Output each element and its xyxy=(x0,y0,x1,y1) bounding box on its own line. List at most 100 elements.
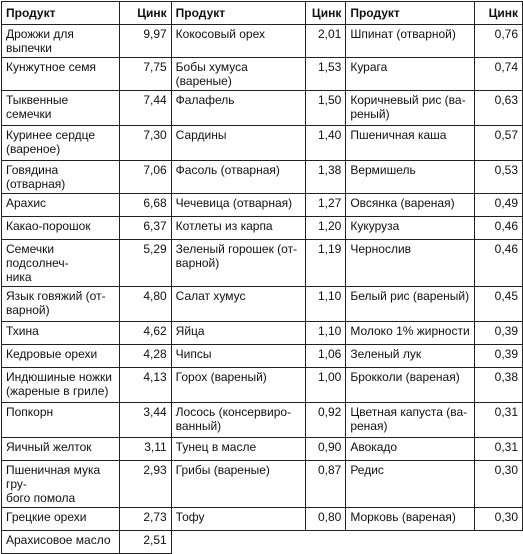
product-cell-2: Чипсы xyxy=(170,344,307,368)
product-cell-1: Дрожжи для выпечки xyxy=(1,24,120,58)
product-cell-2: Фасоль (отварная) xyxy=(170,160,307,194)
table-row: Попкорн 3,44 Лосось (консервиро-ванный) 0,9… xyxy=(1,402,523,438)
product-cell-3: Брокколи (вареная) xyxy=(345,367,476,403)
zinc-value-cell-1: 4,80 xyxy=(118,286,172,322)
zinc-value-cell-3: 0,63 xyxy=(474,90,523,126)
table-row: Куринее сердце (вареное) 7,30 Сардины 1,40 Пш… xyxy=(1,125,523,161)
product-cell-1: Яичный желток xyxy=(1,437,120,461)
table-row: Грецкие орехи 2,73 Тофу 0,80 Морковь (варена… xyxy=(1,507,523,531)
product-cell-2: Салат хумус xyxy=(170,286,307,322)
zinc-value-cell-1: 5,29 xyxy=(118,239,172,287)
zinc-value-cell-3: 0,74 xyxy=(474,57,523,91)
zinc-value-cell-1: 9,97 xyxy=(118,24,172,58)
product-cell-1: Куринее сердце (вареное) xyxy=(1,125,120,161)
product-cell-3: Чернослив xyxy=(345,239,476,287)
product-cell-3: Редис xyxy=(345,460,476,508)
zinc-value-cell-1: 7,30 xyxy=(118,125,172,161)
zinc-value-cell-2: 1,19 xyxy=(305,239,347,287)
zinc-value-cell-1: 3,44 xyxy=(118,402,172,438)
zinc-value-cell-3: 0,57 xyxy=(474,125,523,161)
product-cell-3: Вермишель xyxy=(345,160,476,194)
table-row: Пшеничная мука гру-бого помола 2,93 Грибы … xyxy=(1,460,523,508)
table-row: Тхина 4,62 Яйца 1,10 Молоко 1% жирности 0,39 xyxy=(1,321,523,345)
product-cell-3: Зеленый лук xyxy=(345,344,476,368)
zinc-value-cell-3: 0,39 xyxy=(474,321,523,345)
product-cell-3: Овсянка (вареная) xyxy=(345,193,476,217)
table-row: Яичный желток 3,11 Тунец в масле 0,90 Авокад… xyxy=(1,437,523,461)
zinc-value-cell-2: 1,00 xyxy=(305,367,347,403)
zinc-value-cell-1: 2,51 xyxy=(118,530,172,554)
product-cell-1: Кедровые орехи xyxy=(1,344,120,368)
product-cell-1: Какао-порошок xyxy=(1,216,120,240)
product-cell-2: Кокосовый орех xyxy=(170,24,307,58)
product-cell-1: Язык говяжий (от-варной) xyxy=(1,286,120,322)
table-row: Арахисовое масло 2,51 xyxy=(1,530,523,554)
zinc-value-cell-3: 0,53 xyxy=(474,160,523,194)
table-row: Кунжутное семя 7,75 Бобы хумуса (вареные) 1… xyxy=(1,57,523,91)
product-cell-2: Тофу xyxy=(170,507,307,531)
product-cell-3: Морковь (вареная) xyxy=(345,507,476,531)
product-cell-2 xyxy=(170,530,306,554)
zinc-value-cell-2: 1,20 xyxy=(305,216,347,240)
zinc-value-cell-2: 0,90 xyxy=(305,437,347,461)
zinc-value-cell-1: 7,44 xyxy=(118,90,172,126)
product-cell-2: Фалафель xyxy=(170,90,307,126)
product-cell-2: Котлеты из карпа xyxy=(170,216,307,240)
table-row: Кедровые орехи 4,28 Чипсы 1,06 Зеленый лук 0,… xyxy=(1,344,523,368)
table-row: Арахис 6,68 Чечевица (отварная) 1,27 Овсянка… xyxy=(1,193,523,217)
zinc-value-cell-2 xyxy=(306,531,346,554)
zinc-value-cell-2: 1,53 xyxy=(305,57,347,91)
product-cell-1: Грецкие орехи xyxy=(1,507,120,531)
product-cell-1: Тыквенные семечки xyxy=(1,90,120,126)
zinc-value-cell-3 xyxy=(475,531,523,554)
product-cell-2: Зеленый горошек (от-варной) xyxy=(170,239,307,287)
zinc-value-cell-1: 2,73 xyxy=(118,507,172,531)
product-cell-1: Говядина (отварная) xyxy=(1,160,120,194)
product-cell-2: Грибы (вареные) xyxy=(170,460,307,508)
zinc-value-cell-3: 0,76 xyxy=(474,24,523,58)
product-cell-1: Кунжутное семя xyxy=(1,57,120,91)
product-cell-3: Авокадо xyxy=(345,437,476,461)
product-cell-3 xyxy=(346,531,475,554)
zinc-value-cell-2: 1,10 xyxy=(305,286,347,322)
product-cell-1: Тхина xyxy=(1,321,120,345)
table-row: Язык говяжий (от-варной) 4,80 Салат хумус 1… xyxy=(1,286,523,322)
product-cell-3: Курага xyxy=(345,57,476,91)
product-cell-2: Чечевица (отварная) xyxy=(170,193,307,217)
table-row: Говядина (отварная) 7,06 Фасоль (отварная)… xyxy=(1,160,523,194)
zinc-value-cell-3: 0,38 xyxy=(474,367,523,403)
zinc-value-cell-2: 0,80 xyxy=(305,507,347,531)
zinc-value-cell-3: 0,30 xyxy=(474,507,523,531)
zinc-value-cell-3: 0,46 xyxy=(474,239,523,287)
table-row: Семечки подсолнеч-ника 5,29 Зеленый гороше… xyxy=(1,239,523,287)
product-cell-1: Арахисовое масло xyxy=(1,530,120,554)
zinc-value-cell-2: 1,27 xyxy=(305,193,347,217)
product-cell-2: Тунец в масле xyxy=(170,437,307,461)
product-cell-1: Попкорн xyxy=(1,402,120,438)
zinc-value-cell-3: 0,45 xyxy=(474,286,523,322)
table-row: Индюшиные ножки (жареные в гриле) 4,13 Горо… xyxy=(1,367,523,403)
product-cell-1: Семечки подсолнеч-ника xyxy=(1,239,120,287)
header-product-2: Продукт xyxy=(170,1,307,25)
zinc-value-cell-1: 4,62 xyxy=(118,321,172,345)
zinc-value-cell-2: 1,50 xyxy=(305,90,347,126)
product-cell-3: Молоко 1% жирности xyxy=(345,321,476,345)
product-cell-2: Сардины xyxy=(170,125,307,161)
zinc-value-cell-3: 0,39 xyxy=(474,344,523,368)
zinc-value-cell-2: 2,01 xyxy=(305,24,347,58)
header-row: Продукт Цинк Продукт Цинк Продукт Цинк xyxy=(1,1,523,25)
product-cell-3: Кукуруза xyxy=(345,216,476,240)
header-product-1: Продукт xyxy=(1,1,120,25)
product-cell-1: Пшеничная мука гру-бого помола xyxy=(1,460,120,508)
zinc-value-cell-2: 1,06 xyxy=(305,344,347,368)
table-row: Какао-порошок 6,37 Котлеты из карпа 1,20 Кук… xyxy=(1,216,523,240)
zinc-value-cell-2: 0,92 xyxy=(305,402,347,438)
product-cell-1: Арахис xyxy=(1,193,120,217)
zinc-value-cell-3: 0,49 xyxy=(474,193,523,217)
zinc-value-cell-1: 7,75 xyxy=(118,57,172,91)
header-product-3: Продукт xyxy=(345,1,476,25)
zinc-value-cell-1: 4,13 xyxy=(118,367,172,403)
zinc-value-cell-2: 1,10 xyxy=(305,321,347,345)
zinc-value-cell-1: 7,06 xyxy=(118,160,172,194)
